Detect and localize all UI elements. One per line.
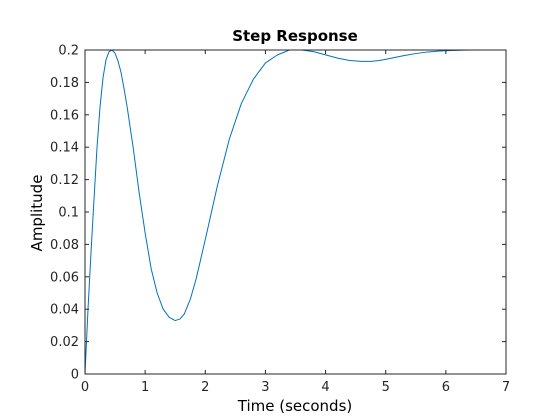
y-tick-label: 0.14 bbox=[50, 141, 79, 156]
y-tick-label: 0.1 bbox=[58, 206, 79, 221]
y-tick-label: 0.02 bbox=[50, 335, 79, 350]
x-tick-label: 7 bbox=[502, 380, 510, 395]
y-tick-label: 0.08 bbox=[50, 238, 79, 253]
y-tick-label: 0.12 bbox=[50, 173, 79, 188]
x-axis-label: Time (seconds) bbox=[237, 397, 353, 415]
y-tick-label: 0.06 bbox=[50, 270, 79, 285]
x-tick-label: 2 bbox=[201, 380, 209, 395]
y-axis: 0 0.02 0.04 0.06 0.08 0.1 0.12 0.14 0.16 0.18 0.2 bbox=[50, 44, 506, 383]
axes-background bbox=[85, 50, 506, 374]
x-tick-label: 1 bbox=[141, 380, 149, 395]
y-axis-label: Amplitude bbox=[28, 175, 46, 252]
x-tick-label: 4 bbox=[321, 380, 329, 395]
y-tick-label: 0.18 bbox=[50, 76, 79, 91]
plot-area bbox=[84, 49, 507, 375]
x-tick-label: 3 bbox=[261, 380, 269, 395]
y-tick-label: 0.2 bbox=[58, 44, 79, 59]
chart-title: Step Response bbox=[232, 27, 358, 45]
y-tick-label: 0 bbox=[71, 368, 79, 383]
series-line-0 bbox=[84, 49, 506, 375]
y-tick-label: 0.16 bbox=[50, 108, 79, 123]
x-axis: 0 1 2 3 4 5 6 7 bbox=[81, 50, 510, 395]
x-tick-label: 0 bbox=[81, 380, 89, 395]
y-tick-label: 0.04 bbox=[50, 303, 79, 318]
x-tick-label: 5 bbox=[382, 380, 390, 395]
x-tick-label: 6 bbox=[442, 380, 450, 395]
